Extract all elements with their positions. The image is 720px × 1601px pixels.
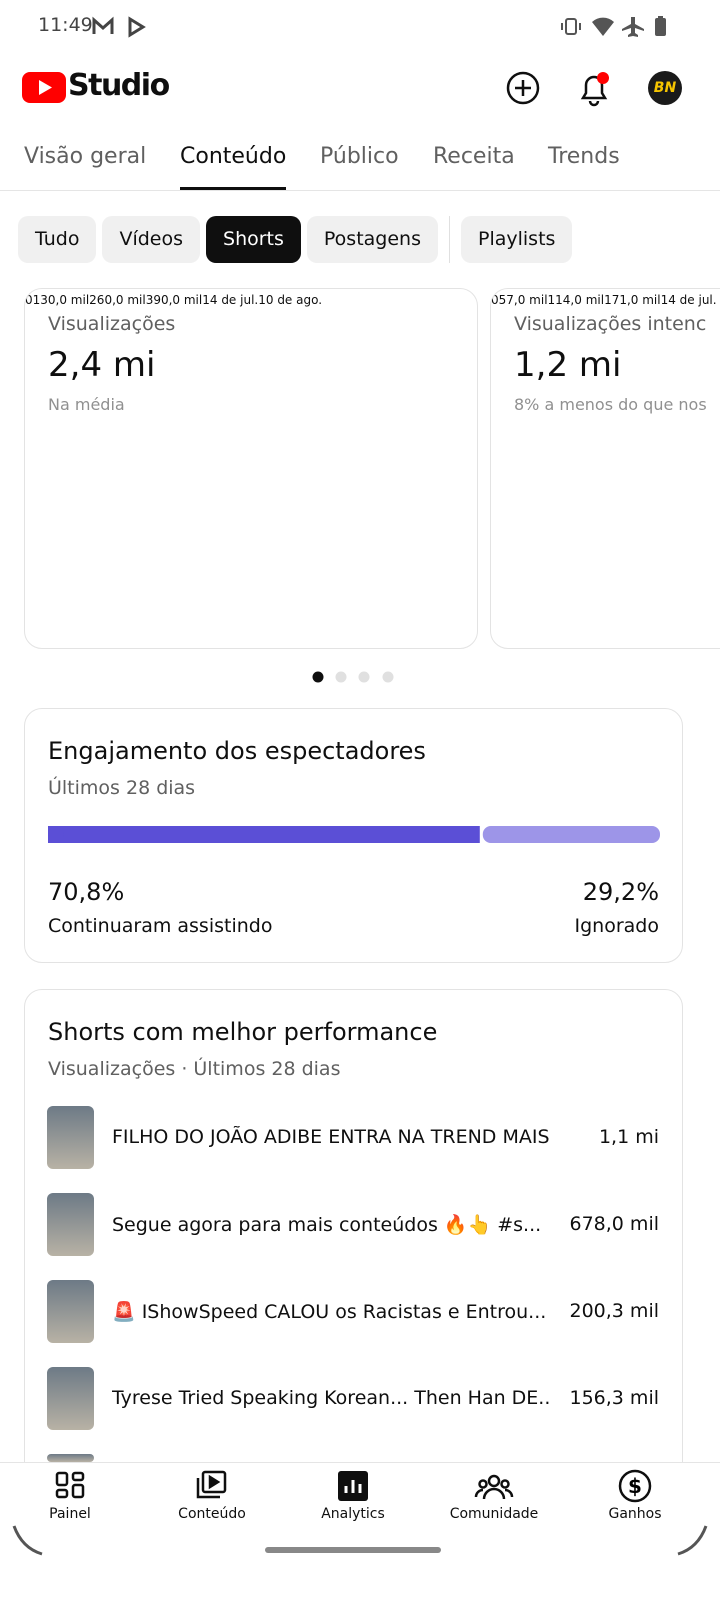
metric-note: 8% a menos do que nos [514,395,707,414]
chip-separator [449,216,450,263]
tabs-divider [0,190,720,191]
short-thumbnail [47,1454,94,1462]
tab[interactable]: Trends [548,144,620,169]
metric-card[interactable]: Visualizações 2,4 mi Na média 0130,0 mil260… [24,288,478,649]
filter-chips: Tudo Vídeos Shorts Postagens Playlists [18,216,573,263]
top-shorts-subtitle: Visualizações · Últimos 28 dias [48,1058,341,1080]
nav-label[interactable]: Painel [49,1506,91,1522]
engagement-card: Engajamento dos espectadores Últimos 28 … [24,708,683,963]
top-shorts-title: Shorts com melhor performance [48,1018,438,1046]
youtube-logo [22,72,66,103]
metric-label: Visualizações intenc [514,313,707,335]
metric-card[interactable]: Visualizações intenc 1,2 mi 8% a menos do … [490,288,720,649]
y-tick-label: 0 [25,293,33,307]
y-tick-label: 260,0 mil [89,293,146,307]
line-chart: 0130,0 mil260,0 mil390,0 mil14 de jul.10… [25,289,322,308]
y-tick-label: 130,0 mil [32,293,90,307]
filter-chip[interactable]: Shorts [206,216,301,263]
x-tick-label: 10 de ago. [258,293,323,307]
nav-label[interactable]: Comunidade [449,1506,539,1522]
nav-label[interactable]: Conteúdo [178,1506,246,1522]
short-title[interactable]: FILHO DO JOÃO ADIBE ENTRA NA TREND MAIS … [112,1126,552,1148]
filter-chip[interactable]: Playlists [461,216,573,263]
filter-chip[interactable]: Postagens [306,216,438,263]
tab[interactable]: Visão geral [24,144,147,169]
metric-value: 1,2 mi [514,345,622,385]
pager-dots [312,671,394,683]
filter-chip[interactable]: Tudo [18,216,97,263]
short-views: 156,3 mil [569,1387,660,1409]
engagement-title: Engajamento dos espectadores [48,737,426,765]
short-thumbnail[interactable] [47,1106,94,1169]
engagement-segment [48,826,480,843]
tab-indicator [180,187,286,190]
x-tick-label: 14 de jul. [202,293,259,307]
nav-label[interactable]: Analytics [321,1506,385,1522]
status-time: 11:49 [38,14,93,36]
segment-cap [48,826,64,843]
engagement-bar [48,826,660,843]
short-views: 1,1 mi [598,1126,659,1148]
engagement-subtitle: Últimos 28 dias [48,777,196,799]
tab[interactable]: Conteúdo [180,144,287,169]
short-title[interactable]: Tyrese Tried Speaking Korean... Then Han… [112,1387,552,1409]
short-thumbnail[interactable] [47,1367,94,1430]
header-actions: BN [506,71,682,107]
tab[interactable]: Receita [433,144,515,169]
line-chart: 057,0 mil114,0 mil171,0 mil14 de jul. [491,289,717,308]
svg-text:BN: BN [654,80,677,96]
metric-value: 2,4 mi [48,345,156,385]
engagement-label: Continuaram assistindo [48,915,273,937]
tab[interactable]: Público [320,144,399,169]
nav-label[interactable]: Ganhos [608,1506,662,1522]
short-thumbnail[interactable] [47,1193,94,1256]
status-icons-right [561,16,666,37]
engagement-segment [482,826,660,843]
app-title: Studio [68,68,170,103]
y-tick-label: 390,0 mil [145,293,203,307]
y-tick-label: 171,0 mil [604,293,661,307]
y-tick-label: 57,0 mil [498,293,548,307]
short-views: 200,3 mil [569,1300,660,1322]
metric-cards: Visualizações 2,4 mi Na média 0130,0 mil260… [0,0,720,700]
svg-text:$: $ [628,1474,642,1498]
x-tick-label: 14 de jul. [660,293,717,307]
status-icons-left [92,16,146,38]
short-title[interactable]: Segue agora para mais conteúdos 🔥👆 #s... [112,1214,542,1236]
short-views: 678,0 mil [569,1213,660,1235]
short-title[interactable]: 🚨 IShowSpeed CALOU os Racistas e Entrou.… [112,1301,547,1323]
short-thumbnail[interactable] [47,1280,94,1343]
engagement-value: 70,8% [48,878,125,906]
top-shorts-card: Shorts com melhor performance Visualizaç… [24,989,683,1511]
metric-label: Visualizações [48,313,176,335]
engagement-value: 29,2% [582,878,659,906]
filter-chip[interactable]: Vídeos [102,216,201,263]
engagement-label: Ignorado [574,915,659,937]
metric-note: Na média [48,395,125,414]
nav-icons: $ [12,1469,708,1556]
y-tick-label: 114,0 mil [547,293,605,307]
y-tick-label: 0 [491,293,499,307]
